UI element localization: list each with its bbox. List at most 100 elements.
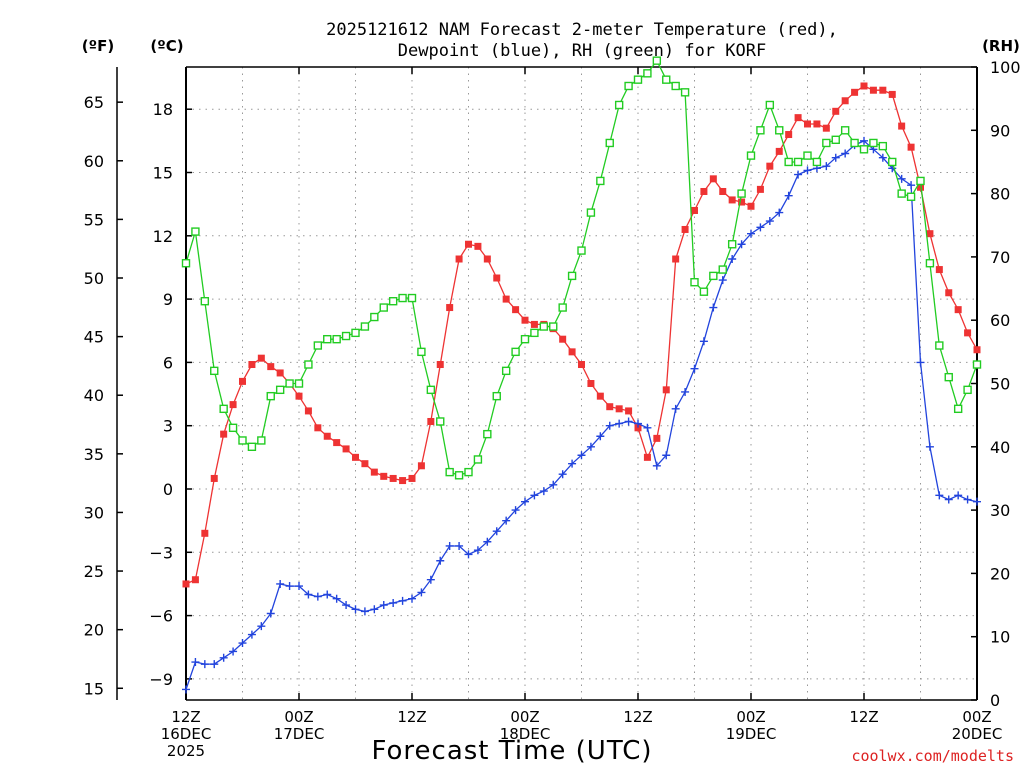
rh-point — [436, 417, 445, 426]
dewpoint-point — [803, 166, 812, 175]
rh-point — [520, 334, 530, 344]
temperature-point — [973, 346, 981, 354]
dewpoint-point — [624, 417, 633, 426]
temperature-point — [257, 354, 265, 362]
temperature-point — [521, 316, 529, 324]
x-axis-label: Forecast Time (UTC) — [371, 736, 652, 766]
temperature-point — [935, 266, 943, 274]
x-tick-label-line: 12Z — [623, 708, 652, 726]
rh-point — [906, 192, 916, 201]
rh-point — [266, 391, 275, 401]
temperature-point — [483, 255, 491, 263]
rh-point — [831, 135, 840, 144]
rh-point — [294, 379, 304, 388]
rh-point — [341, 331, 351, 341]
rh-point — [351, 328, 360, 338]
fahrenheit-tick-label: 30 — [84, 503, 104, 522]
rh-point — [605, 138, 614, 148]
rh-point — [586, 208, 596, 217]
dewpoint-point — [266, 609, 275, 618]
temperature-point — [530, 320, 538, 328]
dewpoint-point — [295, 582, 303, 591]
rh-point — [840, 126, 850, 135]
fahrenheit-tick-label: 40 — [84, 386, 104, 405]
temperature-point — [578, 361, 585, 369]
fahrenheit-tick-label: 65 — [84, 93, 104, 112]
temperature-point — [964, 329, 972, 337]
rh-point — [511, 347, 520, 357]
celsius-tick-label: 15 — [153, 164, 173, 183]
temperature-point — [860, 82, 868, 90]
dewpoint-point — [615, 419, 624, 428]
rh-point — [727, 240, 737, 249]
rh-point — [483, 429, 492, 439]
rh-point — [228, 423, 238, 433]
dewpoint-point — [831, 153, 840, 162]
dewpoint-point — [200, 660, 209, 669]
temperature-point — [615, 405, 623, 413]
dewpoint-point — [483, 537, 492, 546]
temperature-point — [512, 306, 520, 314]
celsius-tick-label: −3 — [149, 543, 173, 562]
dewpoint-point — [408, 594, 416, 603]
temperature-point — [191, 576, 199, 584]
rh-point — [596, 176, 605, 186]
rh-point — [181, 259, 191, 268]
temperature-point — [436, 361, 444, 369]
rh-point — [624, 81, 633, 91]
rh-point — [888, 157, 897, 167]
rh-point — [313, 341, 323, 350]
rh-point — [285, 379, 294, 388]
rh-point — [360, 322, 370, 331]
dewpoint-point — [323, 590, 332, 599]
x-tick-label-line: 2025 — [167, 742, 205, 760]
dewpoint-point — [568, 459, 577, 468]
rh-point — [247, 442, 257, 451]
dewpoint-point — [973, 497, 981, 506]
dewpoint-point — [671, 404, 680, 413]
rh-point — [417, 347, 426, 357]
dewpoint-point — [756, 223, 765, 232]
temperature-point — [220, 430, 228, 438]
dewpoint-point — [652, 461, 661, 470]
temperature-point — [342, 445, 350, 453]
dewpoint-point — [398, 596, 407, 605]
fahrenheit-tick-label: 25 — [84, 562, 104, 581]
data-series — [181, 56, 982, 694]
x-tick-label: 00Z 17DEC — [274, 708, 325, 743]
temperature-point — [869, 86, 877, 94]
dewpoint-point — [681, 387, 690, 396]
dewpoint-point — [342, 601, 351, 610]
x-tick-label: 12Z — [397, 708, 426, 726]
fahrenheit-tick-label: 20 — [84, 621, 104, 640]
dewpoint-point — [511, 506, 520, 515]
x-tick-label-line: 18DEC — [500, 725, 551, 743]
x-tick-label-line: 20DEC — [952, 725, 1003, 743]
dewpoint-point — [247, 630, 256, 639]
rh-point — [746, 151, 756, 160]
fahrenheit-tick-label: 50 — [84, 269, 104, 288]
rh-point — [935, 341, 944, 350]
rh-point — [916, 176, 925, 186]
dewpoint-point — [539, 487, 548, 496]
rh-point — [699, 287, 709, 296]
celsius-tick-label: 12 — [153, 227, 173, 246]
temperature-point — [399, 477, 407, 485]
temperature-point — [304, 407, 312, 415]
rh-point — [784, 157, 793, 167]
x-tick-label: 12Z — [849, 708, 878, 726]
rh-point — [878, 141, 888, 151]
x-tick-label: 12Z — [623, 708, 652, 726]
dewpoint-point — [219, 653, 228, 662]
rh-point — [850, 138, 859, 148]
temperature-point — [568, 348, 576, 356]
dewpoint-point — [916, 358, 925, 367]
temperature-point — [643, 453, 651, 461]
dewpoint-point — [379, 601, 388, 610]
temperature-point — [587, 380, 595, 387]
temperature-point — [248, 361, 256, 369]
rh-point — [680, 88, 690, 97]
dewpoint-point — [436, 556, 445, 565]
celsius-tick-label: −9 — [149, 670, 173, 689]
rh-point — [793, 157, 803, 167]
